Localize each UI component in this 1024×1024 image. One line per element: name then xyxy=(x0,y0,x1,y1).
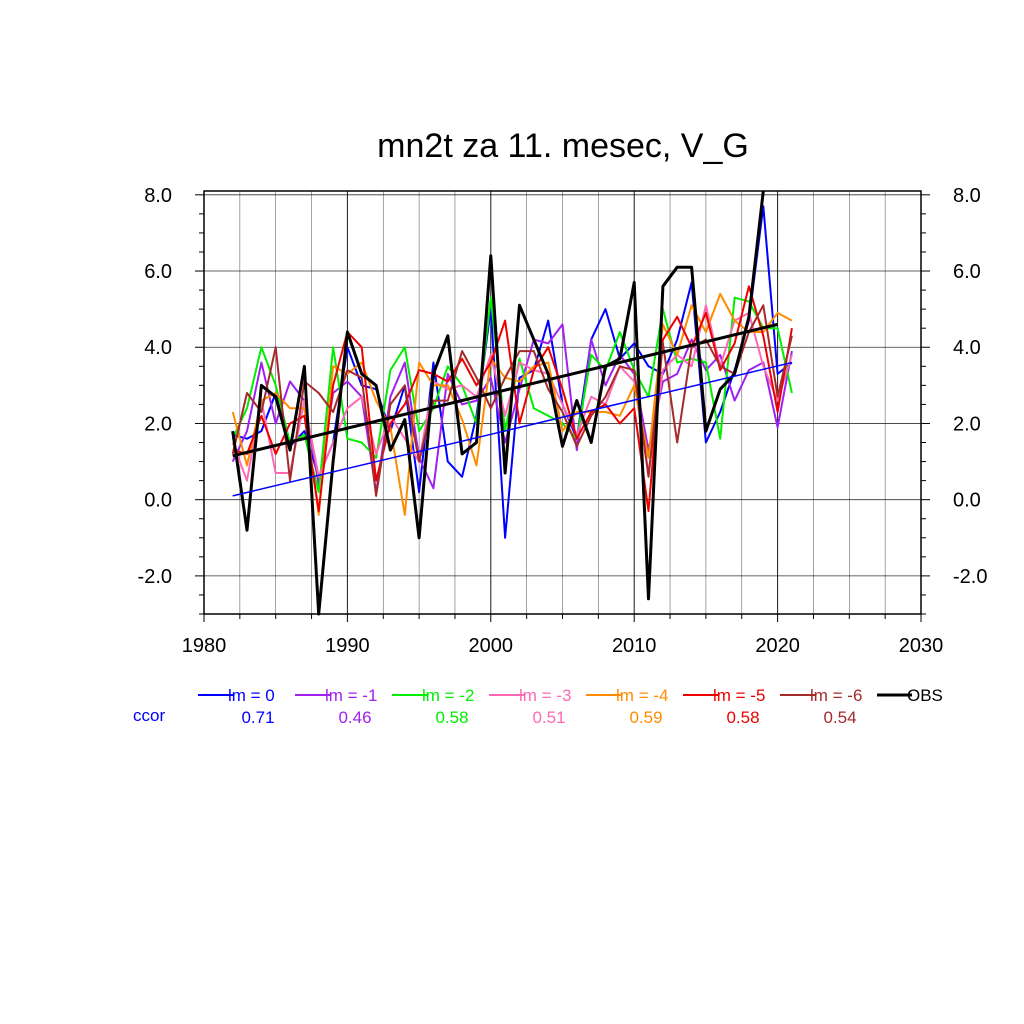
legend-label: lm = -3 xyxy=(519,686,571,705)
legend-label: lm = -6 xyxy=(810,686,862,705)
legend-label: lm = 0 xyxy=(228,686,275,705)
y-tick-label-left: 8.0 xyxy=(144,185,172,207)
y-tick-label-left: 2.0 xyxy=(144,413,172,435)
legend-ccor-value: 0.71 xyxy=(241,708,274,727)
legend: lm = 0 0.71 lm = -1 0.46 lm = -2 0.58 lm = -3 0… xyxy=(133,686,943,727)
y-tick-label-left: 6.0 xyxy=(144,261,172,283)
x-tick-label: 2010 xyxy=(612,635,657,657)
y-tick-label-right: 6.0 xyxy=(953,261,981,283)
chart-title: mn2t za 11. mesec, V_G xyxy=(377,127,749,165)
y-tick-label-right: 4.0 xyxy=(953,337,981,359)
trend-line-lm-0 xyxy=(232,361,793,497)
legend-ccor-value: 0.46 xyxy=(338,708,371,727)
grid xyxy=(203,191,922,614)
series-group xyxy=(231,190,793,616)
y-tick-label-right: -2.0 xyxy=(953,566,987,588)
legend-label: lm = -1 xyxy=(325,686,377,705)
legend-label: lm = -4 xyxy=(616,686,668,705)
y-tick-label-left: -2.0 xyxy=(138,566,172,588)
trend-line-obs xyxy=(232,322,778,458)
y-tick-label-left: 0.0 xyxy=(144,490,172,512)
ccor-label: ccor xyxy=(133,706,165,725)
series-line-obs xyxy=(231,190,765,616)
y-tick-label-right: 8.0 xyxy=(953,185,981,207)
x-tick-label: 1980 xyxy=(182,635,227,657)
legend-label: lm = -5 xyxy=(713,686,765,705)
x-tick-label: 2020 xyxy=(755,635,800,657)
legend-label: OBS xyxy=(907,686,943,705)
y-tick-label-right: 0.0 xyxy=(953,490,981,512)
legend-ccor-value: 0.59 xyxy=(629,708,662,727)
x-tick-label: 1990 xyxy=(325,635,370,657)
plot-frame xyxy=(203,190,922,615)
ticks: 1980 1990 2000 2010 2020 2030 -2.0 -2.0 0.0 0.0 2.… xyxy=(138,185,988,657)
legend-ccor-value: 0.58 xyxy=(726,708,759,727)
legend-ccor-value: 0.58 xyxy=(435,708,468,727)
legend-ccor-value: 0.54 xyxy=(823,708,856,727)
legend-label: lm = -2 xyxy=(422,686,474,705)
y-tick-label-right: 2.0 xyxy=(953,413,981,435)
x-tick-label: 2030 xyxy=(899,635,944,657)
y-tick-label-left: 4.0 xyxy=(144,337,172,359)
legend-ccor-value: 0.51 xyxy=(532,708,565,727)
x-tick-label: 2000 xyxy=(469,635,514,657)
